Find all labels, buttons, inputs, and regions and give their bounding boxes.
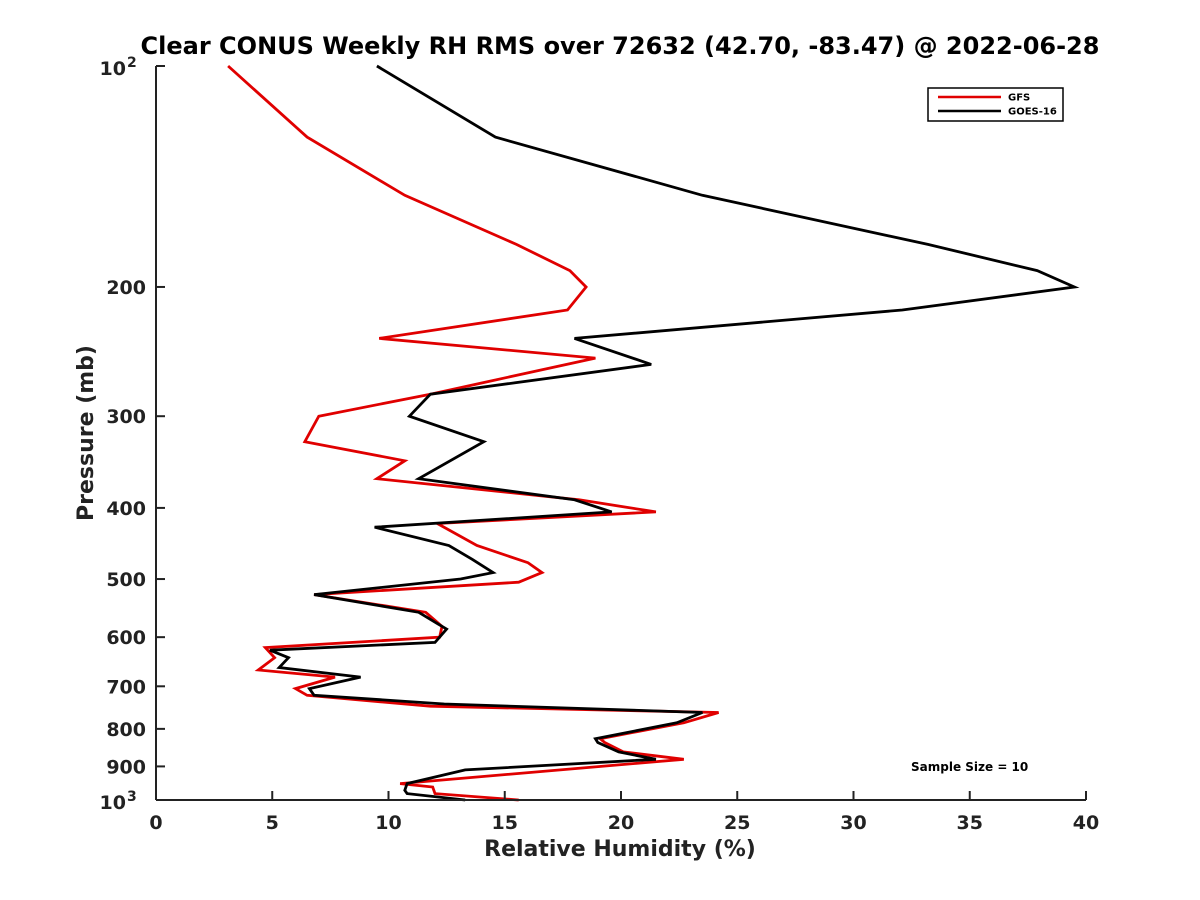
legend-label-goes16: GOES-16 bbox=[1008, 107, 1057, 118]
x-tick-label: 5 bbox=[266, 812, 279, 834]
legend: GFS GOES-16 bbox=[927, 87, 1064, 122]
y-tick-label: 200 bbox=[106, 277, 146, 299]
y-tick-label: 500 bbox=[106, 569, 146, 591]
series-line-goes16 bbox=[269, 64, 1080, 802]
x-tick-label: 10 bbox=[375, 812, 401, 834]
plot-area: 0 5 10 15 20 25 30 35 40 10220030040050060070080… bbox=[100, 55, 1100, 834]
series-line-gfs bbox=[227, 64, 719, 802]
x-tick-label: 35 bbox=[957, 812, 983, 834]
x-tick-label: 25 bbox=[724, 812, 750, 834]
x-tick-label: 30 bbox=[840, 812, 866, 834]
y-tick-label: 900 bbox=[106, 756, 146, 778]
y-tick-label: 300 bbox=[106, 406, 146, 428]
legend-label-gfs: GFS bbox=[1008, 93, 1030, 104]
y-tick-label: 600 bbox=[106, 627, 146, 649]
y-axis-label: Pressure (mb) bbox=[74, 345, 99, 521]
sample-size-annotation: Sample Size = 10 bbox=[911, 760, 1028, 774]
x-axis-label: Relative Humidity (%) bbox=[484, 837, 756, 862]
legend-box bbox=[927, 87, 1064, 122]
y-tick-label: 400 bbox=[106, 498, 146, 520]
x-tick-label: 40 bbox=[1073, 812, 1099, 834]
y-tick-label: 800 bbox=[106, 719, 146, 741]
x-ticks: 0 5 10 15 20 25 30 35 40 bbox=[149, 791, 1099, 834]
chart-title: Clear CONUS Weekly RH RMS over 72632 (42… bbox=[141, 32, 1100, 60]
x-tick-label: 20 bbox=[608, 812, 634, 834]
x-tick-label: 0 bbox=[149, 812, 162, 834]
y-tick-label: 700 bbox=[106, 676, 146, 698]
x-tick-label: 15 bbox=[492, 812, 518, 834]
series-layer bbox=[227, 64, 1080, 802]
